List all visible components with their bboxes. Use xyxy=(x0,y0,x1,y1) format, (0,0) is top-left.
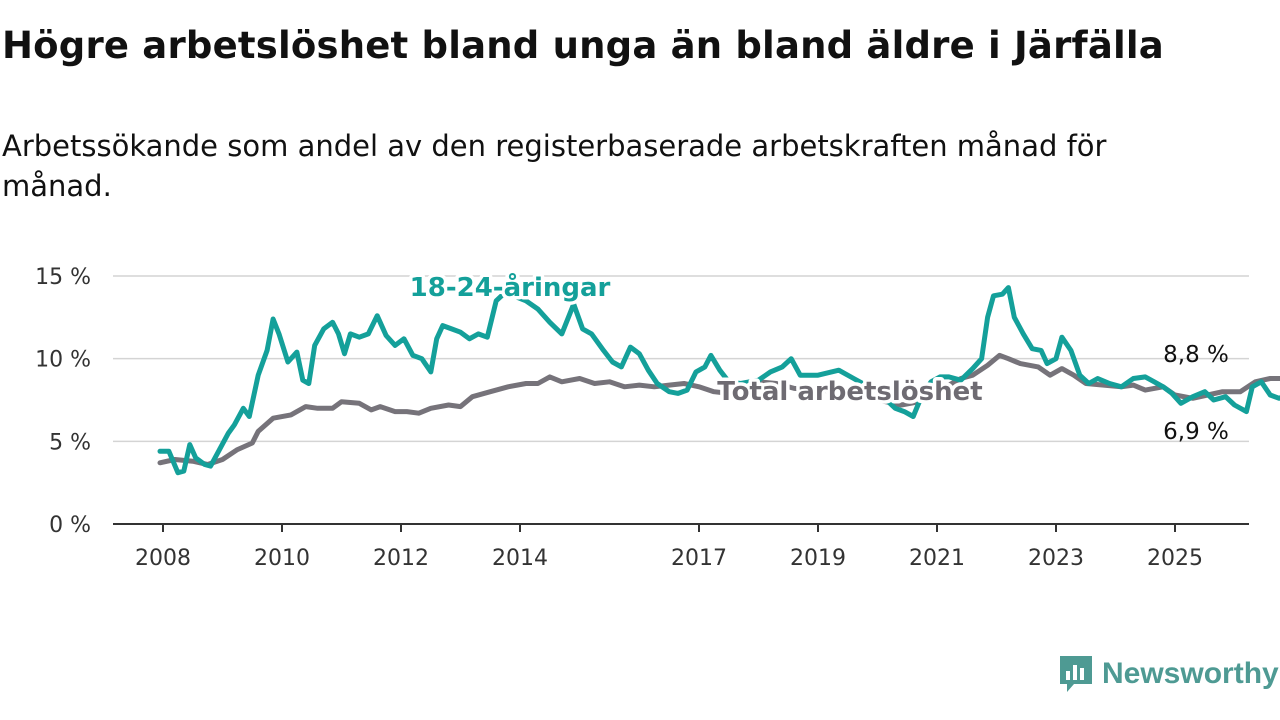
y-tick-label: 10 % xyxy=(35,348,91,373)
series-lines xyxy=(157,285,1280,476)
bar-chart-speech-bubble-icon xyxy=(1060,656,1092,692)
x-tick-label: 2008 xyxy=(135,546,191,571)
grid-lines xyxy=(113,275,1249,443)
x-tick-label: 2014 xyxy=(492,546,548,571)
newsworthy-logo: Newsworthy xyxy=(1058,654,1279,694)
y-tick-label: 0 % xyxy=(49,513,91,538)
x-tick-label: 2021 xyxy=(909,546,965,571)
chart-subtitle: Arbetssökande som andel av den registerb… xyxy=(2,129,1107,203)
x-tick-label: 2025 xyxy=(1147,546,1203,571)
x-tick-label: 2023 xyxy=(1028,546,1084,571)
brand-name: Newsworthy xyxy=(1102,657,1279,690)
x-tick-label: 2012 xyxy=(373,546,429,571)
x-tick-label: 2017 xyxy=(671,546,727,571)
x-tick-label: 2010 xyxy=(254,546,310,571)
series-line xyxy=(157,352,1280,467)
series-line xyxy=(157,285,1280,476)
series-end-label: 8,8 % xyxy=(1163,342,1229,368)
axes: 0 % 5 % 10 % 15 % 2008 2010 2012 2014 2017 2019 20… xyxy=(35,265,1249,571)
series-name-label: 18-24-åringar xyxy=(410,271,611,303)
y-tick-label: 5 % xyxy=(49,430,91,455)
x-tick-label: 2019 xyxy=(790,546,846,571)
chart-title: Högre arbetslöshet bland unga än bland ä… xyxy=(2,24,1164,67)
series-end-label: 6,9 % xyxy=(1163,419,1229,445)
y-tick-label: 15 % xyxy=(35,265,91,290)
series-name-label: Total arbetslöshet xyxy=(717,377,982,407)
series-name-halo: 18-24-åringar xyxy=(410,271,611,303)
series-name-halo: Total arbetslöshet xyxy=(717,377,982,407)
